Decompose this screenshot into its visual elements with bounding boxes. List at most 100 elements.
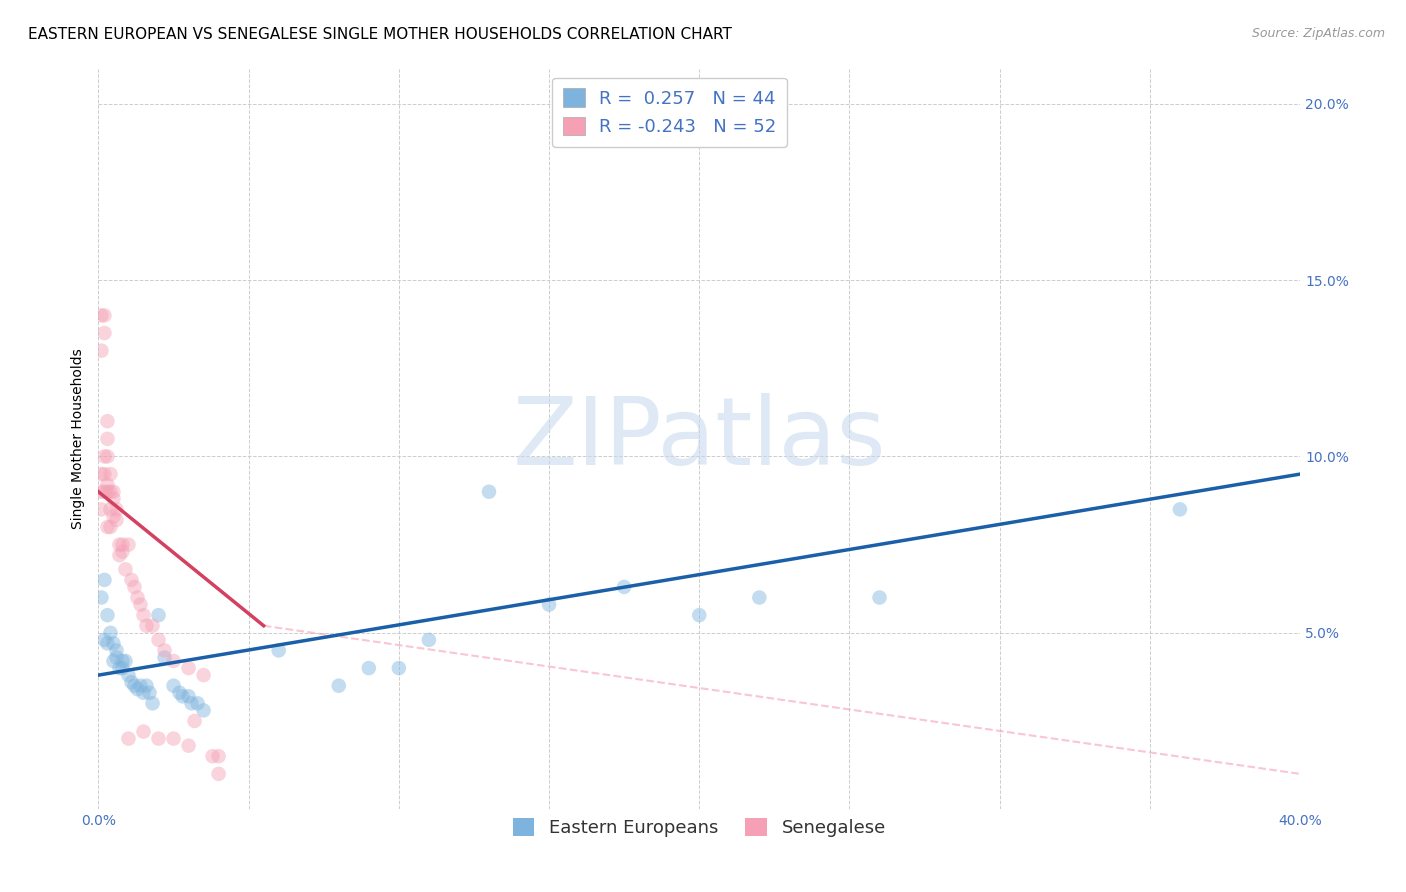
Point xyxy=(93,632,115,647)
Point xyxy=(688,608,710,623)
Point xyxy=(111,654,134,668)
Point xyxy=(108,538,131,552)
Point xyxy=(90,591,112,605)
Point xyxy=(135,619,157,633)
Point xyxy=(117,731,139,746)
Point xyxy=(103,484,125,499)
Point xyxy=(90,467,112,481)
Point xyxy=(357,661,380,675)
Point xyxy=(93,326,115,340)
Point xyxy=(96,477,118,491)
Point xyxy=(193,703,215,717)
Point xyxy=(90,309,112,323)
Y-axis label: Single Mother Households: Single Mother Households xyxy=(72,349,86,529)
Point xyxy=(96,608,118,623)
Point xyxy=(121,675,143,690)
Point xyxy=(93,450,115,464)
Point xyxy=(153,650,176,665)
Point xyxy=(124,580,146,594)
Point xyxy=(153,643,176,657)
Point xyxy=(148,632,170,647)
Point xyxy=(177,739,200,753)
Point xyxy=(111,538,134,552)
Point xyxy=(121,573,143,587)
Point xyxy=(103,509,125,524)
Legend: Eastern Europeans, Senegalese: Eastern Europeans, Senegalese xyxy=(506,811,893,845)
Point xyxy=(93,573,115,587)
Text: Source: ZipAtlas.com: Source: ZipAtlas.com xyxy=(1251,27,1385,40)
Point xyxy=(869,591,891,605)
Point xyxy=(267,643,290,657)
Point xyxy=(93,467,115,481)
Point xyxy=(124,679,146,693)
Point xyxy=(129,679,152,693)
Point xyxy=(177,690,200,704)
Point xyxy=(177,661,200,675)
Point xyxy=(96,414,118,428)
Point xyxy=(127,682,149,697)
Point xyxy=(162,654,184,668)
Point xyxy=(141,619,163,633)
Point xyxy=(100,502,122,516)
Point xyxy=(114,562,136,576)
Text: EASTERN EUROPEAN VS SENEGALESE SINGLE MOTHER HOUSEHOLDS CORRELATION CHART: EASTERN EUROPEAN VS SENEGALESE SINGLE MO… xyxy=(28,27,733,42)
Point xyxy=(100,625,122,640)
Point xyxy=(90,484,112,499)
Point xyxy=(172,690,194,704)
Point xyxy=(111,544,134,558)
Point xyxy=(103,491,125,506)
Point xyxy=(100,484,122,499)
Point xyxy=(418,632,440,647)
Point xyxy=(132,724,155,739)
Point xyxy=(207,767,229,781)
Point xyxy=(162,731,184,746)
Point xyxy=(108,548,131,562)
Point xyxy=(538,598,561,612)
Text: ZIPatlas: ZIPatlas xyxy=(512,392,886,485)
Point xyxy=(117,668,139,682)
Point xyxy=(207,749,229,764)
Point xyxy=(127,591,149,605)
Point xyxy=(180,696,202,710)
Point xyxy=(103,654,125,668)
Point xyxy=(108,661,131,675)
Point xyxy=(187,696,209,710)
Point xyxy=(141,696,163,710)
Point xyxy=(132,686,155,700)
Point xyxy=(93,309,115,323)
Point xyxy=(148,608,170,623)
Point xyxy=(111,661,134,675)
Point xyxy=(132,608,155,623)
Point xyxy=(1168,502,1191,516)
Point xyxy=(103,636,125,650)
Point xyxy=(193,668,215,682)
Point xyxy=(183,714,205,728)
Point xyxy=(96,520,118,534)
Point xyxy=(93,484,115,499)
Point xyxy=(105,513,128,527)
Point xyxy=(162,679,184,693)
Point xyxy=(105,643,128,657)
Point xyxy=(388,661,411,675)
Point xyxy=(90,502,112,516)
Point xyxy=(169,686,191,700)
Point xyxy=(100,520,122,534)
Point xyxy=(201,749,224,764)
Point xyxy=(114,654,136,668)
Point xyxy=(117,538,139,552)
Point xyxy=(100,467,122,481)
Point xyxy=(105,502,128,516)
Point xyxy=(96,484,118,499)
Point xyxy=(138,686,160,700)
Point xyxy=(613,580,636,594)
Point xyxy=(90,343,112,358)
Point xyxy=(129,598,152,612)
Point xyxy=(96,450,118,464)
Point xyxy=(148,731,170,746)
Point xyxy=(105,650,128,665)
Point xyxy=(96,636,118,650)
Point xyxy=(478,484,501,499)
Point xyxy=(328,679,350,693)
Point xyxy=(748,591,770,605)
Point xyxy=(96,432,118,446)
